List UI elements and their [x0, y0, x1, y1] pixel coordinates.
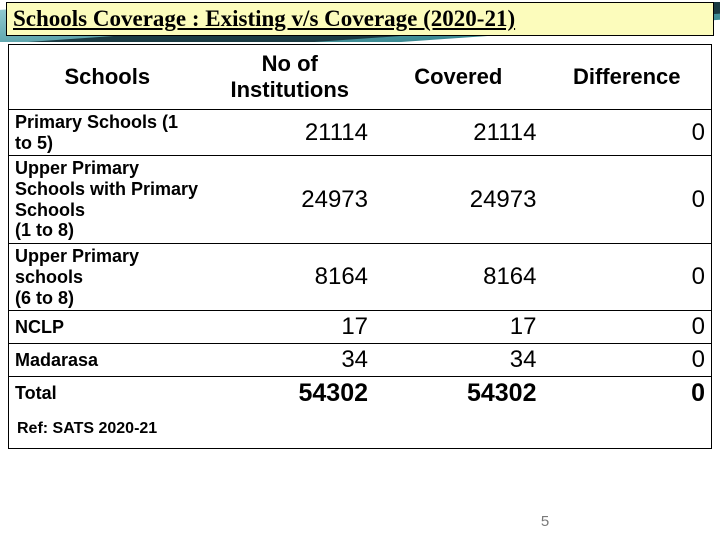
row-diff: 0 — [542, 311, 711, 344]
coverage-table: Schools No of Institutions Covered Diffe… — [9, 45, 711, 410]
table-row: Madarasa 34 34 0 — [9, 344, 711, 377]
row-label: Madarasa — [9, 344, 206, 377]
table-row: NCLP 17 17 0 — [9, 311, 711, 344]
row-diff: 0 — [542, 344, 711, 377]
total-cov: 54302 — [374, 377, 542, 411]
row-cov: 17 — [374, 311, 542, 344]
table-row: Upper Primary schools (6 to 8) 8164 8164… — [9, 244, 711, 311]
table-row: Primary Schools (1 to 5) 21114 21114 0 — [9, 110, 711, 156]
row-inst: 8164 — [206, 244, 374, 311]
row-inst: 24973 — [206, 156, 374, 244]
page-number: 5 — [0, 513, 720, 530]
row-diff: 0 — [542, 156, 711, 244]
col-institutions: No of Institutions — [206, 45, 374, 110]
col-schools: Schools — [9, 45, 206, 110]
row-inst: 34 — [206, 344, 374, 377]
reference-note: Ref: SATS 2020-21 — [9, 410, 711, 448]
table-row: Upper Primary Schools with Primary Schoo… — [9, 156, 711, 244]
row-label: Upper Primary Schools with Primary Schoo… — [9, 156, 206, 244]
slide-title: Schools Coverage : Existing v/s Coverage… — [6, 2, 714, 36]
total-label: Total — [9, 377, 206, 411]
row-diff: 0 — [542, 110, 711, 156]
col-covered: Covered — [374, 45, 542, 110]
row-cov: 8164 — [374, 244, 542, 311]
row-label: Upper Primary schools (6 to 8) — [9, 244, 206, 311]
table-header-row: Schools No of Institutions Covered Diffe… — [9, 45, 711, 110]
total-diff: 0 — [542, 377, 711, 411]
table-row-total: Total 54302 54302 0 — [9, 377, 711, 411]
row-cov: 21114 — [374, 110, 542, 156]
total-inst: 54302 — [206, 377, 374, 411]
row-inst: 21114 — [206, 110, 374, 156]
row-diff: 0 — [542, 244, 711, 311]
coverage-table-container: Schools No of Institutions Covered Diffe… — [8, 44, 712, 449]
col-difference: Difference — [542, 45, 711, 110]
row-label: NCLP — [9, 311, 206, 344]
row-label: Primary Schools (1 to 5) — [9, 110, 206, 156]
row-inst: 17 — [206, 311, 374, 344]
row-cov: 34 — [374, 344, 542, 377]
row-cov: 24973 — [374, 156, 542, 244]
